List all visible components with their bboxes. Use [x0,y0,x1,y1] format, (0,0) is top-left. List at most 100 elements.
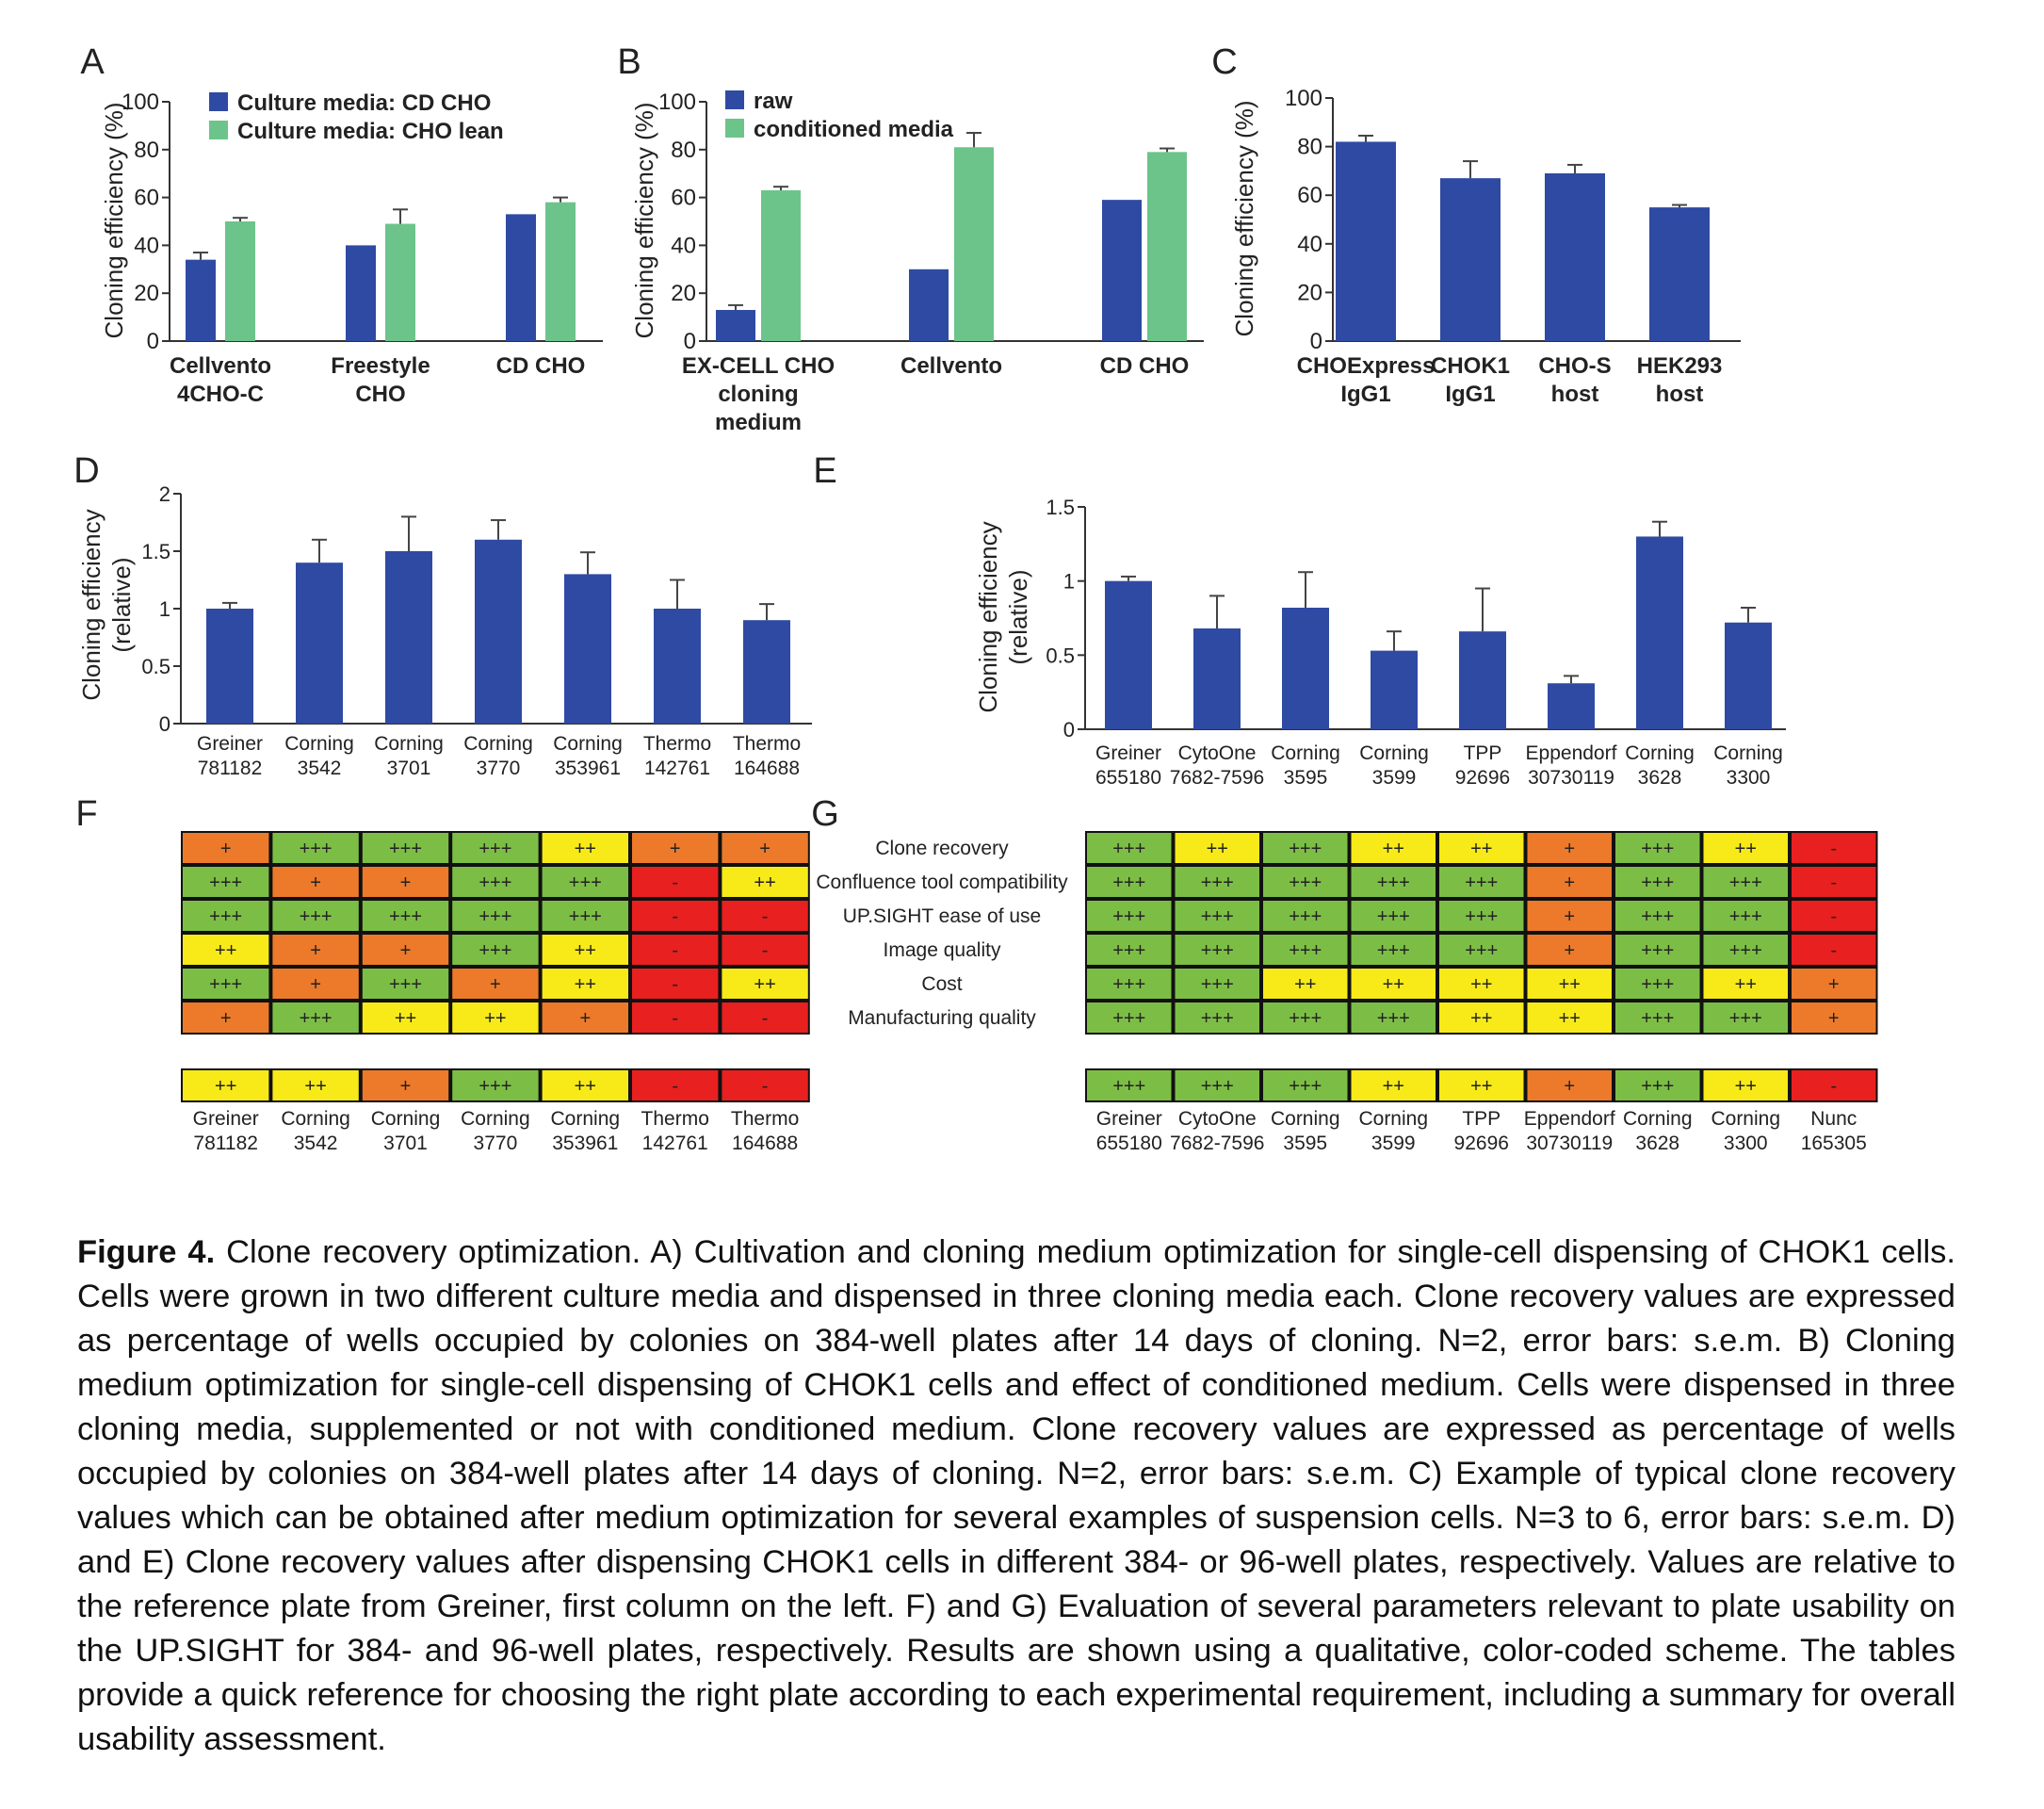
summary-cell [1615,1070,1700,1100]
score-cell [1792,1002,1876,1033]
x-tick-label: HEK293 [1637,353,1723,379]
score-cell [542,867,628,897]
score-cell [1703,833,1788,863]
score-cell [542,833,628,863]
score-text: - [762,906,769,927]
score-text: - [672,974,678,995]
x-tick-label: Corning [374,733,444,755]
score-cell [362,833,449,863]
score-cell [272,935,359,965]
score-cell [1615,935,1700,965]
bar-E-0-0 [1105,580,1152,729]
column-label: 3300 [1724,1133,1768,1154]
bar-B-1-0 [909,269,949,341]
y-axis-label: Cloning efficiency [77,509,105,700]
score-cell [542,1002,628,1033]
score-cell [452,901,539,931]
score-cell [1175,969,1259,999]
score-cell [722,833,808,863]
score-cell [452,833,539,863]
score-text: +++ [1289,839,1322,859]
bar-E-6-0 [1636,536,1683,729]
x-tick-label: 3770 [477,758,521,779]
score-text: +++ [1729,940,1762,961]
score-cell [1263,935,1348,965]
x-tick-label: CD CHO [1100,353,1190,379]
bar-D-1-0 [296,562,343,724]
y-tick-label: 0.5 [1046,644,1075,667]
x-tick-label: Greiner [1095,742,1161,764]
bar-C-1-0 [1440,178,1501,341]
score-text: + [1564,940,1575,961]
y-tick-label: 0 [684,329,696,354]
x-tick-label: 3542 [298,758,342,779]
score-text: ++ [1470,839,1492,859]
score-text: +++ [389,839,422,859]
score-cell [542,969,628,999]
score-text: +++ [1641,839,1674,859]
score-cell [1439,935,1524,965]
score-cell [1703,935,1788,965]
bar-D-3-0 [475,539,522,724]
column-label: Greiner [193,1108,259,1130]
x-tick-label: Corning [463,733,533,755]
x-tick-label: IgG1 [1445,382,1495,407]
y-tick-label: 40 [671,233,696,258]
score-cell [272,969,359,999]
panel-label-C: C [1211,42,1237,82]
score-cell [272,1002,359,1033]
score-cell [183,901,269,931]
score-text: +++ [1289,906,1322,927]
summary-text: - [1830,1076,1837,1097]
score-cell [1703,867,1788,897]
row-label: UP.SIGHT ease of use [843,905,1042,927]
score-cell [183,935,269,965]
score-text: +++ [1377,872,1410,893]
score-text: ++ [575,974,596,995]
row-label: Cost [921,973,962,995]
y-tick-label: 0 [147,329,159,354]
score-cell [1263,901,1348,931]
score-cell [362,867,449,897]
x-tick-label: Corning [284,733,354,755]
bar-E-4-0 [1459,631,1506,729]
score-text: +++ [479,872,511,893]
summary-cell [362,1070,449,1100]
score-cell [1087,969,1172,999]
score-cell [1703,969,1788,999]
score-text: ++ [1559,1008,1581,1029]
y-tick-label: 100 [1285,86,1322,111]
x-tick-label: 3595 [1284,767,1328,789]
column-label: 142761 [642,1133,708,1154]
score-text: ++ [1470,1008,1492,1029]
panel-label-G: G [811,794,839,834]
x-tick-label: 7682-7596 [1170,767,1264,789]
chart-E: 0 0.5 1 1.5 Cloning efficiency (relative) Grei… [974,496,1786,789]
score-text: ++ [484,1008,506,1029]
bar-A-2-1 [545,202,576,341]
summary-cell [183,1070,269,1100]
score-cell [452,1002,539,1033]
bar-B-2-0 [1102,200,1142,341]
y-tick-label: 40 [1297,232,1322,257]
score-cell [632,969,719,999]
score-text: - [672,1008,678,1029]
summary-text: + [400,1076,412,1097]
score-cell [542,935,628,965]
summary-cell [1175,1070,1259,1100]
bar-E-1-0 [1193,628,1241,729]
score-text: +++ [1112,906,1145,927]
y-tick-label: 0 [159,712,170,736]
y-tick-label: 60 [134,186,159,211]
score-cell [1351,969,1436,999]
score-cell [183,867,269,897]
score-cell [1439,901,1524,931]
x-tick-label: host [1551,382,1599,407]
score-text: + [220,1008,232,1029]
score-text: + [400,872,412,893]
summary-cell [1087,1070,1172,1100]
column-label: 353961 [552,1133,618,1154]
bar-C-3-0 [1649,207,1710,341]
legend-swatch [725,119,744,138]
